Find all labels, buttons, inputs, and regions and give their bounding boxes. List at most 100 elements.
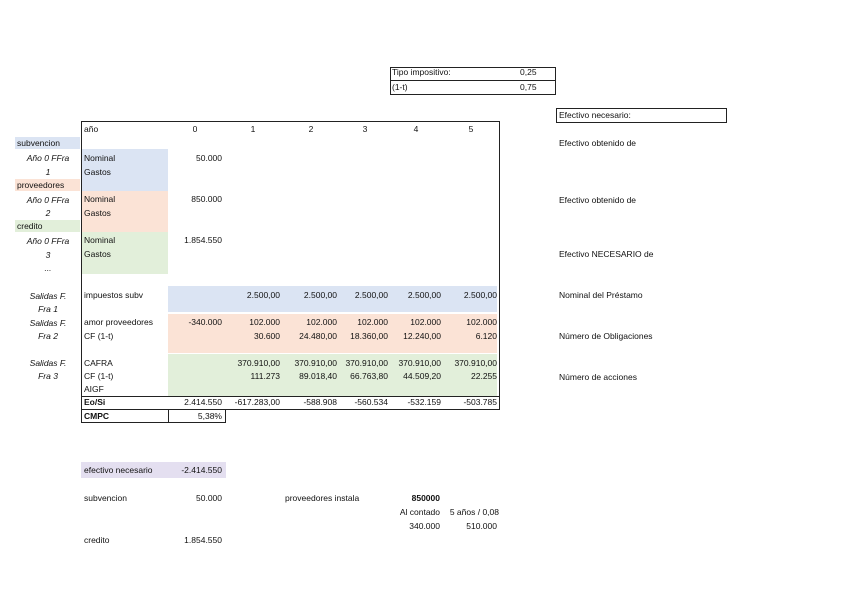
param-box xyxy=(390,67,556,95)
row-label: Nominal xyxy=(84,235,116,245)
row-label: AIGF xyxy=(84,384,104,394)
fill-orange xyxy=(82,191,168,232)
cell: 2.500,00 xyxy=(463,290,497,300)
side-label: Año 0 FFra xyxy=(26,195,70,205)
cell: 850.000 xyxy=(191,194,222,204)
cell: 2.500,00 xyxy=(354,290,388,300)
cell: 340.000 xyxy=(409,521,440,531)
cell: 2.414.550 xyxy=(184,397,222,407)
cell: 44.509,20 xyxy=(403,371,441,381)
cell: -2.414.550 xyxy=(181,465,222,475)
table-border xyxy=(81,121,500,410)
side-label: 2 xyxy=(45,208,51,218)
param-value: 0,25 xyxy=(520,67,537,77)
cell: 370.910,00 xyxy=(345,358,388,368)
header-cell: 1 xyxy=(250,124,256,134)
cell: -340.000 xyxy=(188,317,222,327)
cell: 2.500,00 xyxy=(303,290,337,300)
row-label: Gastos xyxy=(84,167,111,177)
cell: 24.480,00 xyxy=(299,331,337,341)
note: Efectivo obtenido de xyxy=(559,138,637,148)
fill-green xyxy=(82,232,168,274)
cell: 102.000 xyxy=(249,317,280,327)
header-cell: 3 xyxy=(362,124,368,134)
row-label: CAFRA xyxy=(84,358,113,368)
side-label: Año 0 FFra xyxy=(26,153,70,163)
divider xyxy=(390,80,556,81)
note: Número de Obligaciones xyxy=(559,331,653,341)
cell: -617.283,00 xyxy=(234,397,280,407)
side-label: Salidas F. xyxy=(29,291,67,301)
row-label: CF (1-t) xyxy=(84,371,114,381)
fill-blue xyxy=(15,137,80,149)
cell: 850000 xyxy=(411,493,440,503)
side-label: proveedores xyxy=(17,180,65,190)
cell: 5,38% xyxy=(197,411,222,421)
cell: -532.159 xyxy=(407,397,441,407)
side-label: credito xyxy=(17,221,43,231)
cell: 6.120 xyxy=(475,331,497,341)
side-label: Año 0 FFra xyxy=(26,236,70,246)
side-label: Salidas F. xyxy=(29,358,67,368)
note: Efectivo NECESARIO de xyxy=(559,249,654,259)
divider xyxy=(81,396,500,397)
cell: 370.910,00 xyxy=(398,358,441,368)
cell: subvencion xyxy=(84,493,128,503)
box-label: Efectivo necesario: xyxy=(559,110,631,120)
param-value: 0,75 xyxy=(520,82,537,92)
cell: 50.000 xyxy=(196,153,222,163)
row-label: Gastos xyxy=(84,249,111,259)
fill-blue xyxy=(168,286,497,312)
side-label: ... xyxy=(44,263,52,273)
row-label: CF (1-t) xyxy=(84,331,114,341)
cell: 370.910,00 xyxy=(454,358,497,368)
cell: 66.763,80 xyxy=(350,371,388,381)
row-label: Gastos xyxy=(84,208,111,218)
cell: 22.255 xyxy=(471,371,497,381)
header-cell: 2 xyxy=(308,124,314,134)
cell: 510.000 xyxy=(466,521,497,531)
cell: 89.018,40 xyxy=(299,371,337,381)
cell: efectivo necesario xyxy=(84,465,153,475)
side-label: Fra 2 xyxy=(38,331,58,341)
cell: 102.000 xyxy=(466,317,497,327)
param-label: Tipo impositivo: xyxy=(392,67,451,77)
header-cell: 4 xyxy=(413,124,419,134)
cell: 30.600 xyxy=(254,331,280,341)
cell: 5 años / 0,08 xyxy=(449,507,499,517)
cell: 12.240,00 xyxy=(403,331,441,341)
row-label: Eo/Si xyxy=(84,397,106,407)
fill-orange xyxy=(168,314,497,353)
divider xyxy=(168,409,169,423)
header-cell: 0 xyxy=(192,124,198,134)
efectivo-box xyxy=(556,108,727,123)
row-label: Nominal xyxy=(84,194,116,204)
param-label: (1-t) xyxy=(392,82,408,92)
cell: proveedores instala xyxy=(285,493,360,503)
fill-orange xyxy=(15,179,80,191)
fill-blue xyxy=(82,149,168,191)
cmpc-box xyxy=(81,409,226,423)
cell: 102.000 xyxy=(410,317,441,327)
cell: 102.000 xyxy=(306,317,337,327)
row-label: Nominal xyxy=(84,153,116,163)
note: Número de acciones xyxy=(559,372,637,382)
note: Nominal del Préstamo xyxy=(559,290,643,300)
header-cell: 5 xyxy=(468,124,474,134)
cell: Al contado xyxy=(399,507,440,517)
side-label: 3 xyxy=(45,250,51,260)
fill-green xyxy=(168,354,497,396)
cell: -588.908 xyxy=(303,397,337,407)
note: Efectivo obtenido de xyxy=(559,195,637,205)
cell: 1.854.550 xyxy=(184,235,222,245)
fill-green xyxy=(15,220,80,232)
row-label: CMPC xyxy=(84,411,110,421)
cell: -560.534 xyxy=(354,397,388,407)
side-label: 1 xyxy=(45,167,51,177)
cell: 50.000 xyxy=(196,493,222,503)
side-label: Salidas F. xyxy=(29,318,67,328)
cell: credito xyxy=(84,535,110,545)
cell: 111.273 xyxy=(250,371,280,381)
cell: 1.854.550 xyxy=(184,535,222,545)
side-label: Fra 3 xyxy=(38,371,58,381)
